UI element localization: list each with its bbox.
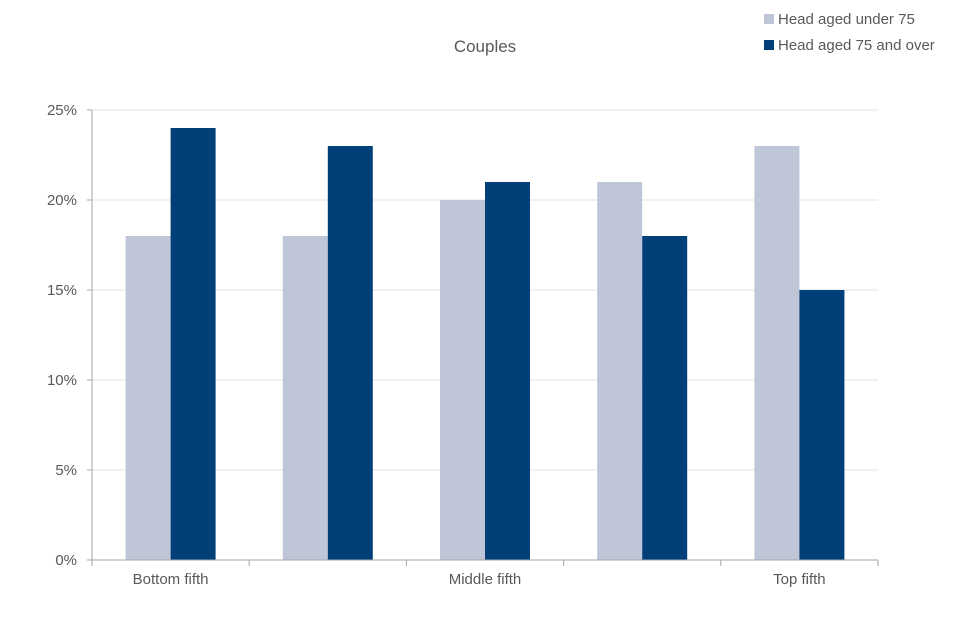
y-tick-labels: 0% 5% 10% 15% 20% 25% [47, 102, 77, 569]
bar [440, 200, 485, 560]
bar [485, 182, 530, 560]
bar [327, 146, 373, 560]
y-tick-label: 0% [55, 552, 77, 569]
x-tick-label: Middle fifth [449, 571, 522, 588]
y-tick-label: 5% [55, 462, 77, 479]
y-tick-label: 25% [47, 102, 77, 119]
bar [282, 236, 328, 560]
bar [597, 182, 643, 560]
legend: Head aged under 75 Head aged 75 and over [764, 11, 935, 54]
bar [125, 236, 171, 560]
legend-swatch-75-and-over [764, 40, 774, 50]
chart-title: Couples [454, 37, 516, 56]
y-tick-label: 10% [47, 372, 77, 389]
y-tick-label: 20% [47, 192, 77, 209]
bar [170, 128, 216, 560]
bar [799, 290, 845, 560]
legend-label-under-75: Head aged under 75 [778, 11, 915, 28]
x-tick-labels: Bottom fifth Middle fifth Top fifth [133, 571, 826, 588]
bars [125, 128, 845, 560]
bar [754, 146, 800, 560]
x-tick-label: Bottom fifth [133, 571, 209, 588]
y-tick-label: 15% [47, 282, 77, 299]
legend-swatch-under-75 [764, 14, 774, 24]
legend-label-75-and-over: Head aged 75 and over [778, 37, 935, 54]
axes [87, 109, 879, 566]
bar [642, 236, 688, 560]
x-tick-label: Top fifth [773, 571, 826, 588]
